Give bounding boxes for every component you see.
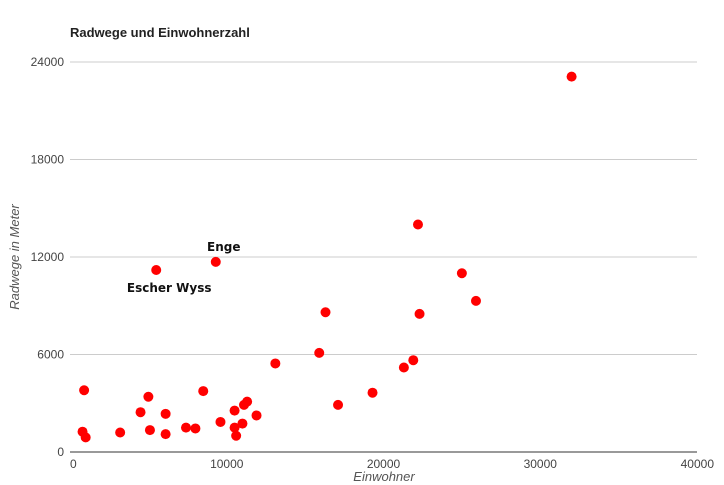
x-tick-label: 10000 xyxy=(210,457,244,471)
data-point xyxy=(215,416,226,427)
data-point xyxy=(237,418,248,429)
data-point xyxy=(333,399,344,410)
y-tick-label: 6000 xyxy=(37,348,64,362)
data-point xyxy=(160,408,171,419)
data-point xyxy=(231,430,242,441)
gridlines xyxy=(70,61,697,453)
annotation-label: Escher Wyss xyxy=(127,281,212,295)
data-point xyxy=(79,385,90,396)
annotations: Enge Escher Wyss xyxy=(127,240,241,295)
data-points xyxy=(77,71,577,443)
y-tick-label: 24000 xyxy=(31,55,65,69)
data-point xyxy=(229,422,240,433)
y-axis-label: Radwege in Meter xyxy=(7,204,22,310)
tick-labels: 0 6000 12000 18000 24000 0 10000 20000 30000 4000… xyxy=(31,55,715,471)
x-tick-label: 40000 xyxy=(681,457,715,471)
data-point xyxy=(414,308,425,319)
data-point xyxy=(198,386,209,397)
data-point xyxy=(143,391,154,402)
data-point xyxy=(160,429,171,440)
data-point xyxy=(190,423,201,434)
x-tick-label: 0 xyxy=(70,457,77,471)
data-point xyxy=(210,256,221,267)
y-tick-label: 18000 xyxy=(31,153,65,167)
x-tick-label: 20000 xyxy=(367,457,401,471)
data-point xyxy=(456,268,467,279)
x-axis-label: Einwohner xyxy=(353,469,415,484)
annotation-label: Enge xyxy=(207,240,240,254)
chart-title: Radwege und Einwohnerzahl xyxy=(70,25,250,40)
data-point xyxy=(566,71,577,82)
data-point xyxy=(251,410,262,421)
data-point xyxy=(270,358,281,369)
data-point xyxy=(115,427,126,438)
data-point xyxy=(314,347,325,358)
y-tick-label: 12000 xyxy=(31,250,65,264)
x-tick-label: 30000 xyxy=(524,457,558,471)
data-point xyxy=(242,396,253,407)
data-point xyxy=(180,422,191,433)
data-point xyxy=(398,362,409,373)
data-point xyxy=(412,219,423,230)
data-point xyxy=(470,295,481,306)
data-point xyxy=(320,307,331,318)
data-point xyxy=(80,432,91,443)
data-point xyxy=(144,425,155,436)
data-point xyxy=(408,355,419,366)
y-tick-label: 0 xyxy=(57,445,64,459)
data-point xyxy=(229,405,240,416)
data-point xyxy=(367,387,378,398)
data-point xyxy=(151,265,162,275)
data-point xyxy=(135,407,146,418)
